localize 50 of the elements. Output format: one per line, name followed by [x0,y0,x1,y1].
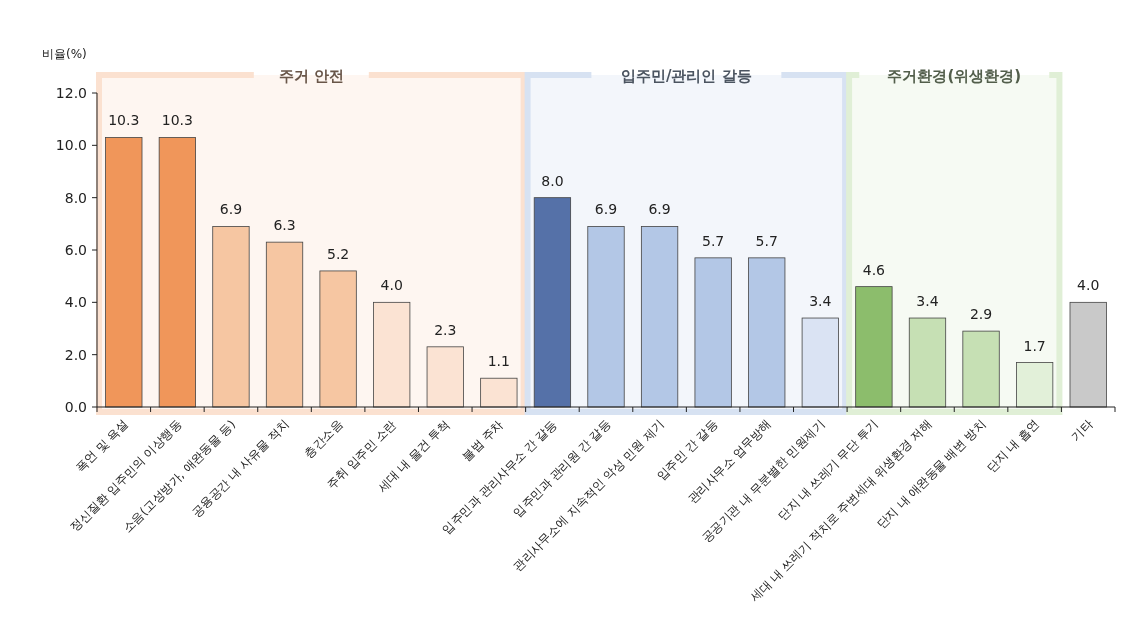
y-tick-label: 12.0 [55,85,87,101]
bar [640,226,679,408]
y-tick-label: 6.0 [64,242,87,258]
data-label: 2.3 [434,321,457,338]
bar [1016,362,1054,408]
data-label: 6.9 [648,201,671,218]
bar [908,317,947,408]
data-label: 10.3 [108,112,140,129]
y-tick-label: 4.0 [64,294,87,311]
data-label: 5.2 [326,245,350,262]
data-label: 8.0 [541,172,564,189]
y-tick-label: 8.0 [64,189,87,206]
data-label: 5.7 [755,232,778,249]
data-label: 4.6 [862,261,886,278]
bar [480,377,518,408]
bar [212,226,250,408]
data-label: 6.3 [273,217,296,234]
bar [158,137,196,408]
y-tick-label: 0.0 [64,399,87,415]
bar [748,257,786,408]
data-label: 3.4 [809,293,832,310]
data-label: 1.1 [487,353,510,370]
bar [265,241,304,408]
bar [373,301,411,408]
data-label: 5.7 [702,232,725,249]
bar [587,226,625,408]
data-label: 4.0 [1077,277,1100,294]
y-tick-label: 10.0 [55,137,87,154]
data-label: 4.0 [380,277,403,294]
bar [962,330,1000,408]
bar [855,286,893,408]
bar [105,137,143,408]
y-tick-label: 2.0 [64,346,87,363]
band-label: 입주민/관리인 갈등 [621,67,752,85]
band-label: 주거환경(위생환경) [887,67,1022,85]
y-axis-title: 비율(%) [42,47,87,61]
bar [426,346,464,408]
bar [1069,301,1107,408]
x-tick-label: 기타 [1068,417,1096,445]
bar [533,197,572,408]
data-label: 10.3 [161,112,193,129]
data-label: 1.7 [1023,337,1046,354]
band-label: 주거 안전 [278,67,344,85]
bar [319,270,357,408]
data-label: 6.9 [594,201,618,218]
data-label: 2.9 [969,306,993,323]
data-label: 6.9 [219,201,243,218]
bar [801,317,839,408]
data-label: 3.4 [916,293,939,310]
bar [694,257,732,408]
